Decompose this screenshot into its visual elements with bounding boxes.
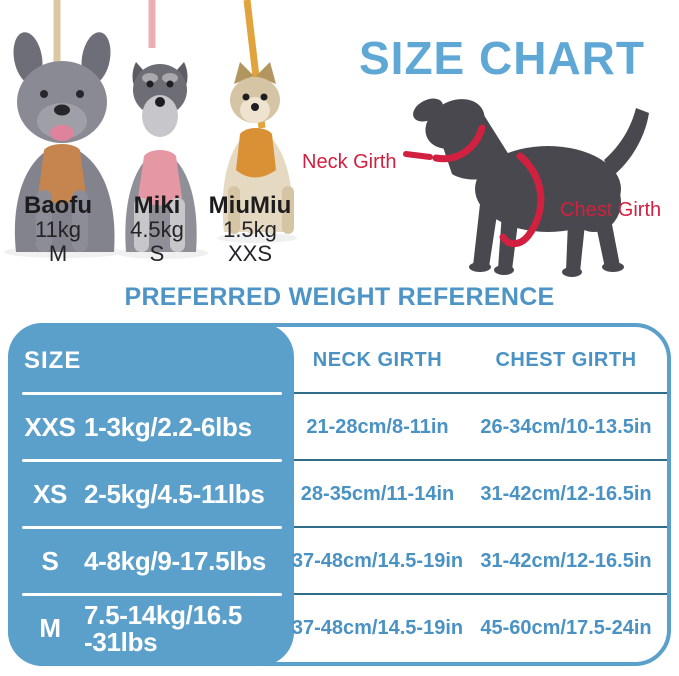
dog-caption: Miki 4.5kg S [95, 193, 219, 266]
neck-girth-cell: 28-35cm/11-14in [300, 483, 455, 505]
dog-caption: Baofu 11kg M [0, 193, 120, 266]
weight-range: 1-3kg/2.2-6lbs [84, 412, 252, 442]
row-divider [294, 459, 667, 461]
chest-girth-cell: 31-42cm/12-16.5in [480, 550, 652, 572]
dog-captions: Baofu 11kg M Miki 4.5kg S MiuMiu 1.5kg X… [0, 193, 340, 268]
neck-girth-band [432, 124, 486, 163]
size-code: XXS [24, 412, 76, 442]
dog-weight: 4.5kg [130, 217, 184, 242]
dog-name: Miki [133, 192, 181, 219]
dog-miumiu [222, 62, 294, 234]
neck-girth-pointer [403, 151, 433, 160]
dog-baofu [13, 32, 115, 252]
column-header-chest: CHEST GIRTH [495, 349, 637, 371]
dog-name: Baofu [24, 192, 92, 219]
size-code: S [41, 546, 59, 576]
column-header-size: SIZE [24, 346, 82, 374]
dog-size: XXS [227, 241, 273, 266]
model-dogs-illustration [4, 0, 297, 259]
shadow [217, 233, 297, 243]
size-weight-cell: M 7.5-14kg/16.5 -31lbs [12, 595, 290, 662]
row-divider [294, 392, 667, 394]
chest-girth-cell: 31-42cm/12-16.5in [480, 483, 652, 505]
row-divider [22, 593, 282, 596]
chest-girth-band [499, 152, 545, 248]
size-table: SIZE NECK GIRTH CHEST GIRTH XXS 1-3kg/2.… [8, 323, 671, 666]
dog-silhouette [413, 98, 649, 277]
harness-miki [138, 150, 182, 206]
size-table-grid: SIZE NECK GIRTH CHEST GIRTH XXS 1-3kg/2.… [12, 327, 667, 662]
neck-girth-cell: 21-28cm/8-11in [306, 416, 449, 438]
dog-miki [125, 62, 197, 252]
dog-size: M [48, 241, 68, 266]
neck-girth-label: Neck Girth [302, 151, 397, 173]
size-weight-cell: XXS 1-3kg/2.2-6lbs [12, 394, 290, 461]
size-code: XS [32, 479, 68, 509]
section-heading: PREFERRED WEIGHT REFERENCE [124, 283, 555, 311]
dog-weight: 11kg [34, 217, 82, 242]
chest-girth-cell: 26-34cm/10-13.5in [480, 416, 652, 438]
row-divider [294, 526, 667, 528]
size-column-panel [8, 323, 294, 666]
neck-girth-cell: 37-48cm/14.5-19in [291, 617, 464, 639]
size-weight-cell: XS 2-5kg/4.5-11lbs [12, 461, 290, 528]
weight-range: 7.5-14kg/16.5 -31lbs [84, 599, 242, 657]
dog-measurement-diagram [403, 98, 649, 277]
page-title: SIZE CHART [359, 32, 645, 84]
size-weight-cell: S 4-8kg/9-17.5lbs [12, 528, 290, 595]
dog-size: S [149, 241, 165, 266]
row-divider [22, 526, 282, 529]
harness-baofu [38, 144, 86, 204]
row-divider [22, 459, 282, 462]
dog-caption: MiuMiu 1.5kg XXS [188, 193, 312, 266]
harness-miumiu [236, 128, 276, 178]
dog-weight: 1.5kg [223, 217, 277, 242]
row-divider [294, 593, 667, 595]
dog-name: MiuMiu [208, 192, 292, 219]
chest-girth-label: Chest Girth [560, 199, 662, 221]
chest-girth-cell: 45-60cm/17.5-24in [480, 617, 652, 639]
weight-range: 2-5kg/4.5-11lbs [84, 479, 265, 509]
size-code: M [39, 613, 61, 643]
neck-girth-cell: 37-48cm/14.5-19in [291, 550, 464, 572]
column-header-neck: NECK GIRTH [312, 349, 443, 371]
weight-range: 4-8kg/9-17.5lbs [84, 546, 266, 576]
row-divider [22, 392, 282, 395]
